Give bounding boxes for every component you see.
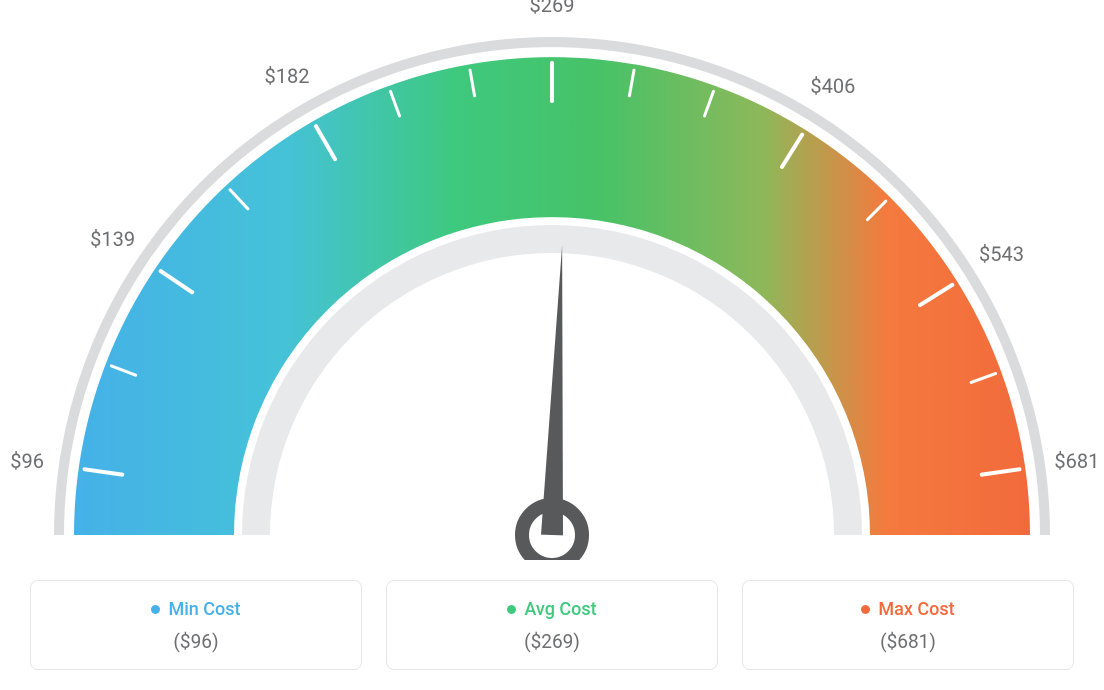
- legend-value: ($681): [753, 630, 1063, 653]
- tick-label: $406: [810, 74, 855, 98]
- legend-title: Min Cost: [151, 599, 240, 620]
- legend-label: Avg Cost: [524, 599, 596, 620]
- tick-label: $681: [1054, 449, 1099, 473]
- legend-row: Min Cost ($96) Avg Cost ($269) Max Cost ($681…: [30, 580, 1074, 670]
- legend-dot-icon: [861, 605, 870, 614]
- legend-card: Min Cost ($96): [30, 580, 362, 670]
- tick-label: $543: [979, 242, 1024, 266]
- legend-dot-icon: [151, 605, 160, 614]
- legend-label: Min Cost: [168, 599, 240, 620]
- legend-value: ($269): [397, 630, 707, 653]
- tick-label: $182: [265, 64, 310, 88]
- legend-title: Avg Cost: [507, 599, 596, 620]
- gauge-svg: [0, 0, 1104, 560]
- tick-label: $269: [530, 0, 575, 17]
- legend-value: ($96): [41, 630, 351, 653]
- legend-label: Max Cost: [878, 599, 954, 620]
- legend-card: Max Cost ($681): [742, 580, 1074, 670]
- legend-card: Avg Cost ($269): [386, 580, 718, 670]
- tick-label: $96: [10, 449, 44, 473]
- legend-title: Max Cost: [861, 599, 954, 620]
- legend-dot-icon: [507, 605, 516, 614]
- gauge-chart: $96 $139 $182 $269 $406 $543 $681: [0, 0, 1104, 560]
- tick-label: $139: [90, 227, 135, 251]
- needle: [541, 245, 563, 535]
